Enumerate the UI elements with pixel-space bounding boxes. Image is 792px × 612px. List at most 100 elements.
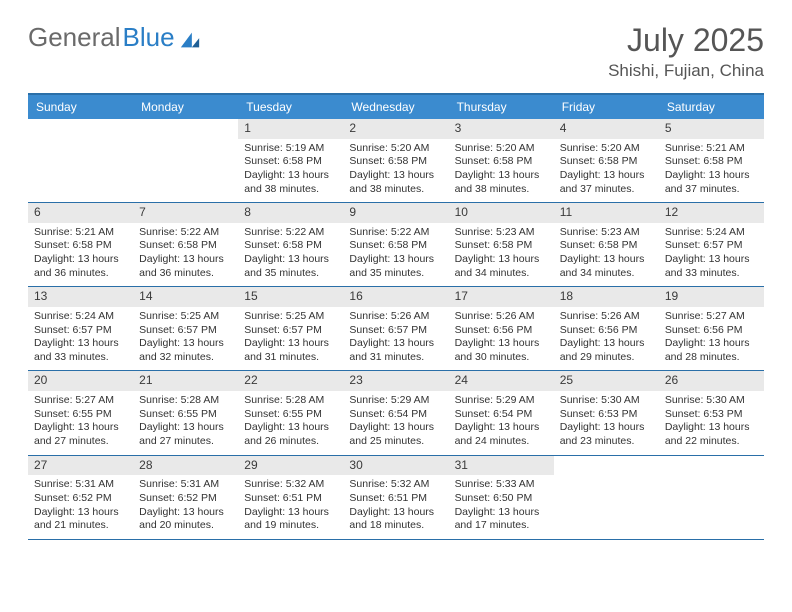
sunset-text: Sunset: 6:54 PM bbox=[455, 408, 548, 422]
daylight-text: Daylight: 13 hours and 28 minutes. bbox=[665, 337, 758, 364]
day-body: Sunrise: 5:22 AMSunset: 6:58 PMDaylight:… bbox=[133, 223, 238, 287]
sunrise-text: Sunrise: 5:28 AM bbox=[244, 394, 337, 408]
sunrise-text: Sunrise: 5:24 AM bbox=[665, 226, 758, 240]
day-body: Sunrise: 5:29 AMSunset: 6:54 PMDaylight:… bbox=[343, 391, 448, 455]
daylight-text: Daylight: 13 hours and 25 minutes. bbox=[349, 421, 442, 448]
day-body: Sunrise: 5:32 AMSunset: 6:51 PMDaylight:… bbox=[343, 475, 448, 539]
day-cell: 17Sunrise: 5:26 AMSunset: 6:56 PMDayligh… bbox=[449, 287, 554, 370]
day-number: 23 bbox=[343, 371, 448, 391]
day-body: Sunrise: 5:20 AMSunset: 6:58 PMDaylight:… bbox=[343, 139, 448, 203]
day-number: 8 bbox=[238, 203, 343, 223]
day-cell: 2Sunrise: 5:20 AMSunset: 6:58 PMDaylight… bbox=[343, 119, 448, 202]
sunset-text: Sunset: 6:58 PM bbox=[665, 155, 758, 169]
day-number: 27 bbox=[28, 456, 133, 476]
day-cell bbox=[554, 456, 659, 539]
daylight-text: Daylight: 13 hours and 20 minutes. bbox=[139, 506, 232, 533]
daylight-text: Daylight: 13 hours and 21 minutes. bbox=[34, 506, 127, 533]
week-row: 13Sunrise: 5:24 AMSunset: 6:57 PMDayligh… bbox=[28, 287, 764, 371]
sunrise-text: Sunrise: 5:25 AM bbox=[139, 310, 232, 324]
dow-monday: Monday bbox=[133, 95, 238, 119]
brand-logo: GeneralBlue bbox=[28, 22, 201, 53]
sunrise-text: Sunrise: 5:22 AM bbox=[139, 226, 232, 240]
sunrise-text: Sunrise: 5:29 AM bbox=[349, 394, 442, 408]
sunrise-text: Sunrise: 5:26 AM bbox=[560, 310, 653, 324]
day-number: 9 bbox=[343, 203, 448, 223]
sunset-text: Sunset: 6:58 PM bbox=[34, 239, 127, 253]
day-number: 29 bbox=[238, 456, 343, 476]
brand-part1: General bbox=[28, 22, 121, 53]
sunrise-text: Sunrise: 5:27 AM bbox=[665, 310, 758, 324]
day-cell: 13Sunrise: 5:24 AMSunset: 6:57 PMDayligh… bbox=[28, 287, 133, 370]
sunrise-text: Sunrise: 5:31 AM bbox=[139, 478, 232, 492]
brand-mark-icon bbox=[179, 27, 201, 49]
dow-tuesday: Tuesday bbox=[238, 95, 343, 119]
week-row: 27Sunrise: 5:31 AMSunset: 6:52 PMDayligh… bbox=[28, 456, 764, 540]
daylight-text: Daylight: 13 hours and 18 minutes. bbox=[349, 506, 442, 533]
day-cell: 10Sunrise: 5:23 AMSunset: 6:58 PMDayligh… bbox=[449, 203, 554, 286]
daylight-text: Daylight: 13 hours and 37 minutes. bbox=[665, 169, 758, 196]
day-body: Sunrise: 5:31 AMSunset: 6:52 PMDaylight:… bbox=[28, 475, 133, 539]
day-number: 5 bbox=[659, 119, 764, 139]
day-cell: 1Sunrise: 5:19 AMSunset: 6:58 PMDaylight… bbox=[238, 119, 343, 202]
day-number: 12 bbox=[659, 203, 764, 223]
sunrise-text: Sunrise: 5:22 AM bbox=[349, 226, 442, 240]
sunset-text: Sunset: 6:58 PM bbox=[244, 155, 337, 169]
sunrise-text: Sunrise: 5:20 AM bbox=[560, 142, 653, 156]
day-cell: 16Sunrise: 5:26 AMSunset: 6:57 PMDayligh… bbox=[343, 287, 448, 370]
daylight-text: Daylight: 13 hours and 36 minutes. bbox=[139, 253, 232, 280]
day-number: 15 bbox=[238, 287, 343, 307]
dow-wednesday: Wednesday bbox=[343, 95, 448, 119]
day-body: Sunrise: 5:28 AMSunset: 6:55 PMDaylight:… bbox=[133, 391, 238, 455]
day-number: 19 bbox=[659, 287, 764, 307]
daylight-text: Daylight: 13 hours and 27 minutes. bbox=[139, 421, 232, 448]
day-cell: 22Sunrise: 5:28 AMSunset: 6:55 PMDayligh… bbox=[238, 371, 343, 454]
day-number: 17 bbox=[449, 287, 554, 307]
day-number: 28 bbox=[133, 456, 238, 476]
sunset-text: Sunset: 6:56 PM bbox=[560, 324, 653, 338]
dow-friday: Friday bbox=[554, 95, 659, 119]
day-cell: 7Sunrise: 5:22 AMSunset: 6:58 PMDaylight… bbox=[133, 203, 238, 286]
day-number: 2 bbox=[343, 119, 448, 139]
sunset-text: Sunset: 6:57 PM bbox=[244, 324, 337, 338]
day-body: Sunrise: 5:26 AMSunset: 6:56 PMDaylight:… bbox=[554, 307, 659, 371]
daylight-text: Daylight: 13 hours and 38 minutes. bbox=[349, 169, 442, 196]
day-cell: 18Sunrise: 5:26 AMSunset: 6:56 PMDayligh… bbox=[554, 287, 659, 370]
daylight-text: Daylight: 13 hours and 31 minutes. bbox=[244, 337, 337, 364]
day-body: Sunrise: 5:24 AMSunset: 6:57 PMDaylight:… bbox=[659, 223, 764, 287]
day-body: Sunrise: 5:30 AMSunset: 6:53 PMDaylight:… bbox=[659, 391, 764, 455]
sunset-text: Sunset: 6:54 PM bbox=[349, 408, 442, 422]
daylight-text: Daylight: 13 hours and 36 minutes. bbox=[34, 253, 127, 280]
day-body: Sunrise: 5:27 AMSunset: 6:55 PMDaylight:… bbox=[28, 391, 133, 455]
day-body: Sunrise: 5:21 AMSunset: 6:58 PMDaylight:… bbox=[659, 139, 764, 203]
day-number: 24 bbox=[449, 371, 554, 391]
sunset-text: Sunset: 6:58 PM bbox=[560, 155, 653, 169]
daylight-text: Daylight: 13 hours and 33 minutes. bbox=[34, 337, 127, 364]
day-body: Sunrise: 5:26 AMSunset: 6:57 PMDaylight:… bbox=[343, 307, 448, 371]
day-cell: 28Sunrise: 5:31 AMSunset: 6:52 PMDayligh… bbox=[133, 456, 238, 539]
daylight-text: Daylight: 13 hours and 37 minutes. bbox=[560, 169, 653, 196]
day-body: Sunrise: 5:20 AMSunset: 6:58 PMDaylight:… bbox=[554, 139, 659, 203]
day-cell: 23Sunrise: 5:29 AMSunset: 6:54 PMDayligh… bbox=[343, 371, 448, 454]
sunset-text: Sunset: 6:53 PM bbox=[665, 408, 758, 422]
dow-saturday: Saturday bbox=[659, 95, 764, 119]
day-body: Sunrise: 5:31 AMSunset: 6:52 PMDaylight:… bbox=[133, 475, 238, 539]
sunrise-text: Sunrise: 5:27 AM bbox=[34, 394, 127, 408]
sunrise-text: Sunrise: 5:30 AM bbox=[665, 394, 758, 408]
sunrise-text: Sunrise: 5:25 AM bbox=[244, 310, 337, 324]
calendar-page: GeneralBlue July 2025 Shishi, Fujian, Ch… bbox=[0, 0, 792, 562]
day-body: Sunrise: 5:21 AMSunset: 6:58 PMDaylight:… bbox=[28, 223, 133, 287]
day-body: Sunrise: 5:29 AMSunset: 6:54 PMDaylight:… bbox=[449, 391, 554, 455]
sunrise-text: Sunrise: 5:21 AM bbox=[665, 142, 758, 156]
page-header: GeneralBlue July 2025 Shishi, Fujian, Ch… bbox=[28, 22, 764, 81]
sunrise-text: Sunrise: 5:32 AM bbox=[349, 478, 442, 492]
daylight-text: Daylight: 13 hours and 34 minutes. bbox=[455, 253, 548, 280]
day-body: Sunrise: 5:25 AMSunset: 6:57 PMDaylight:… bbox=[238, 307, 343, 371]
sunset-text: Sunset: 6:58 PM bbox=[560, 239, 653, 253]
sunset-text: Sunset: 6:55 PM bbox=[34, 408, 127, 422]
day-cell: 19Sunrise: 5:27 AMSunset: 6:56 PMDayligh… bbox=[659, 287, 764, 370]
day-cell: 26Sunrise: 5:30 AMSunset: 6:53 PMDayligh… bbox=[659, 371, 764, 454]
daylight-text: Daylight: 13 hours and 31 minutes. bbox=[349, 337, 442, 364]
day-body: Sunrise: 5:32 AMSunset: 6:51 PMDaylight:… bbox=[238, 475, 343, 539]
day-cell: 9Sunrise: 5:22 AMSunset: 6:58 PMDaylight… bbox=[343, 203, 448, 286]
brand-part2: Blue bbox=[123, 22, 175, 53]
